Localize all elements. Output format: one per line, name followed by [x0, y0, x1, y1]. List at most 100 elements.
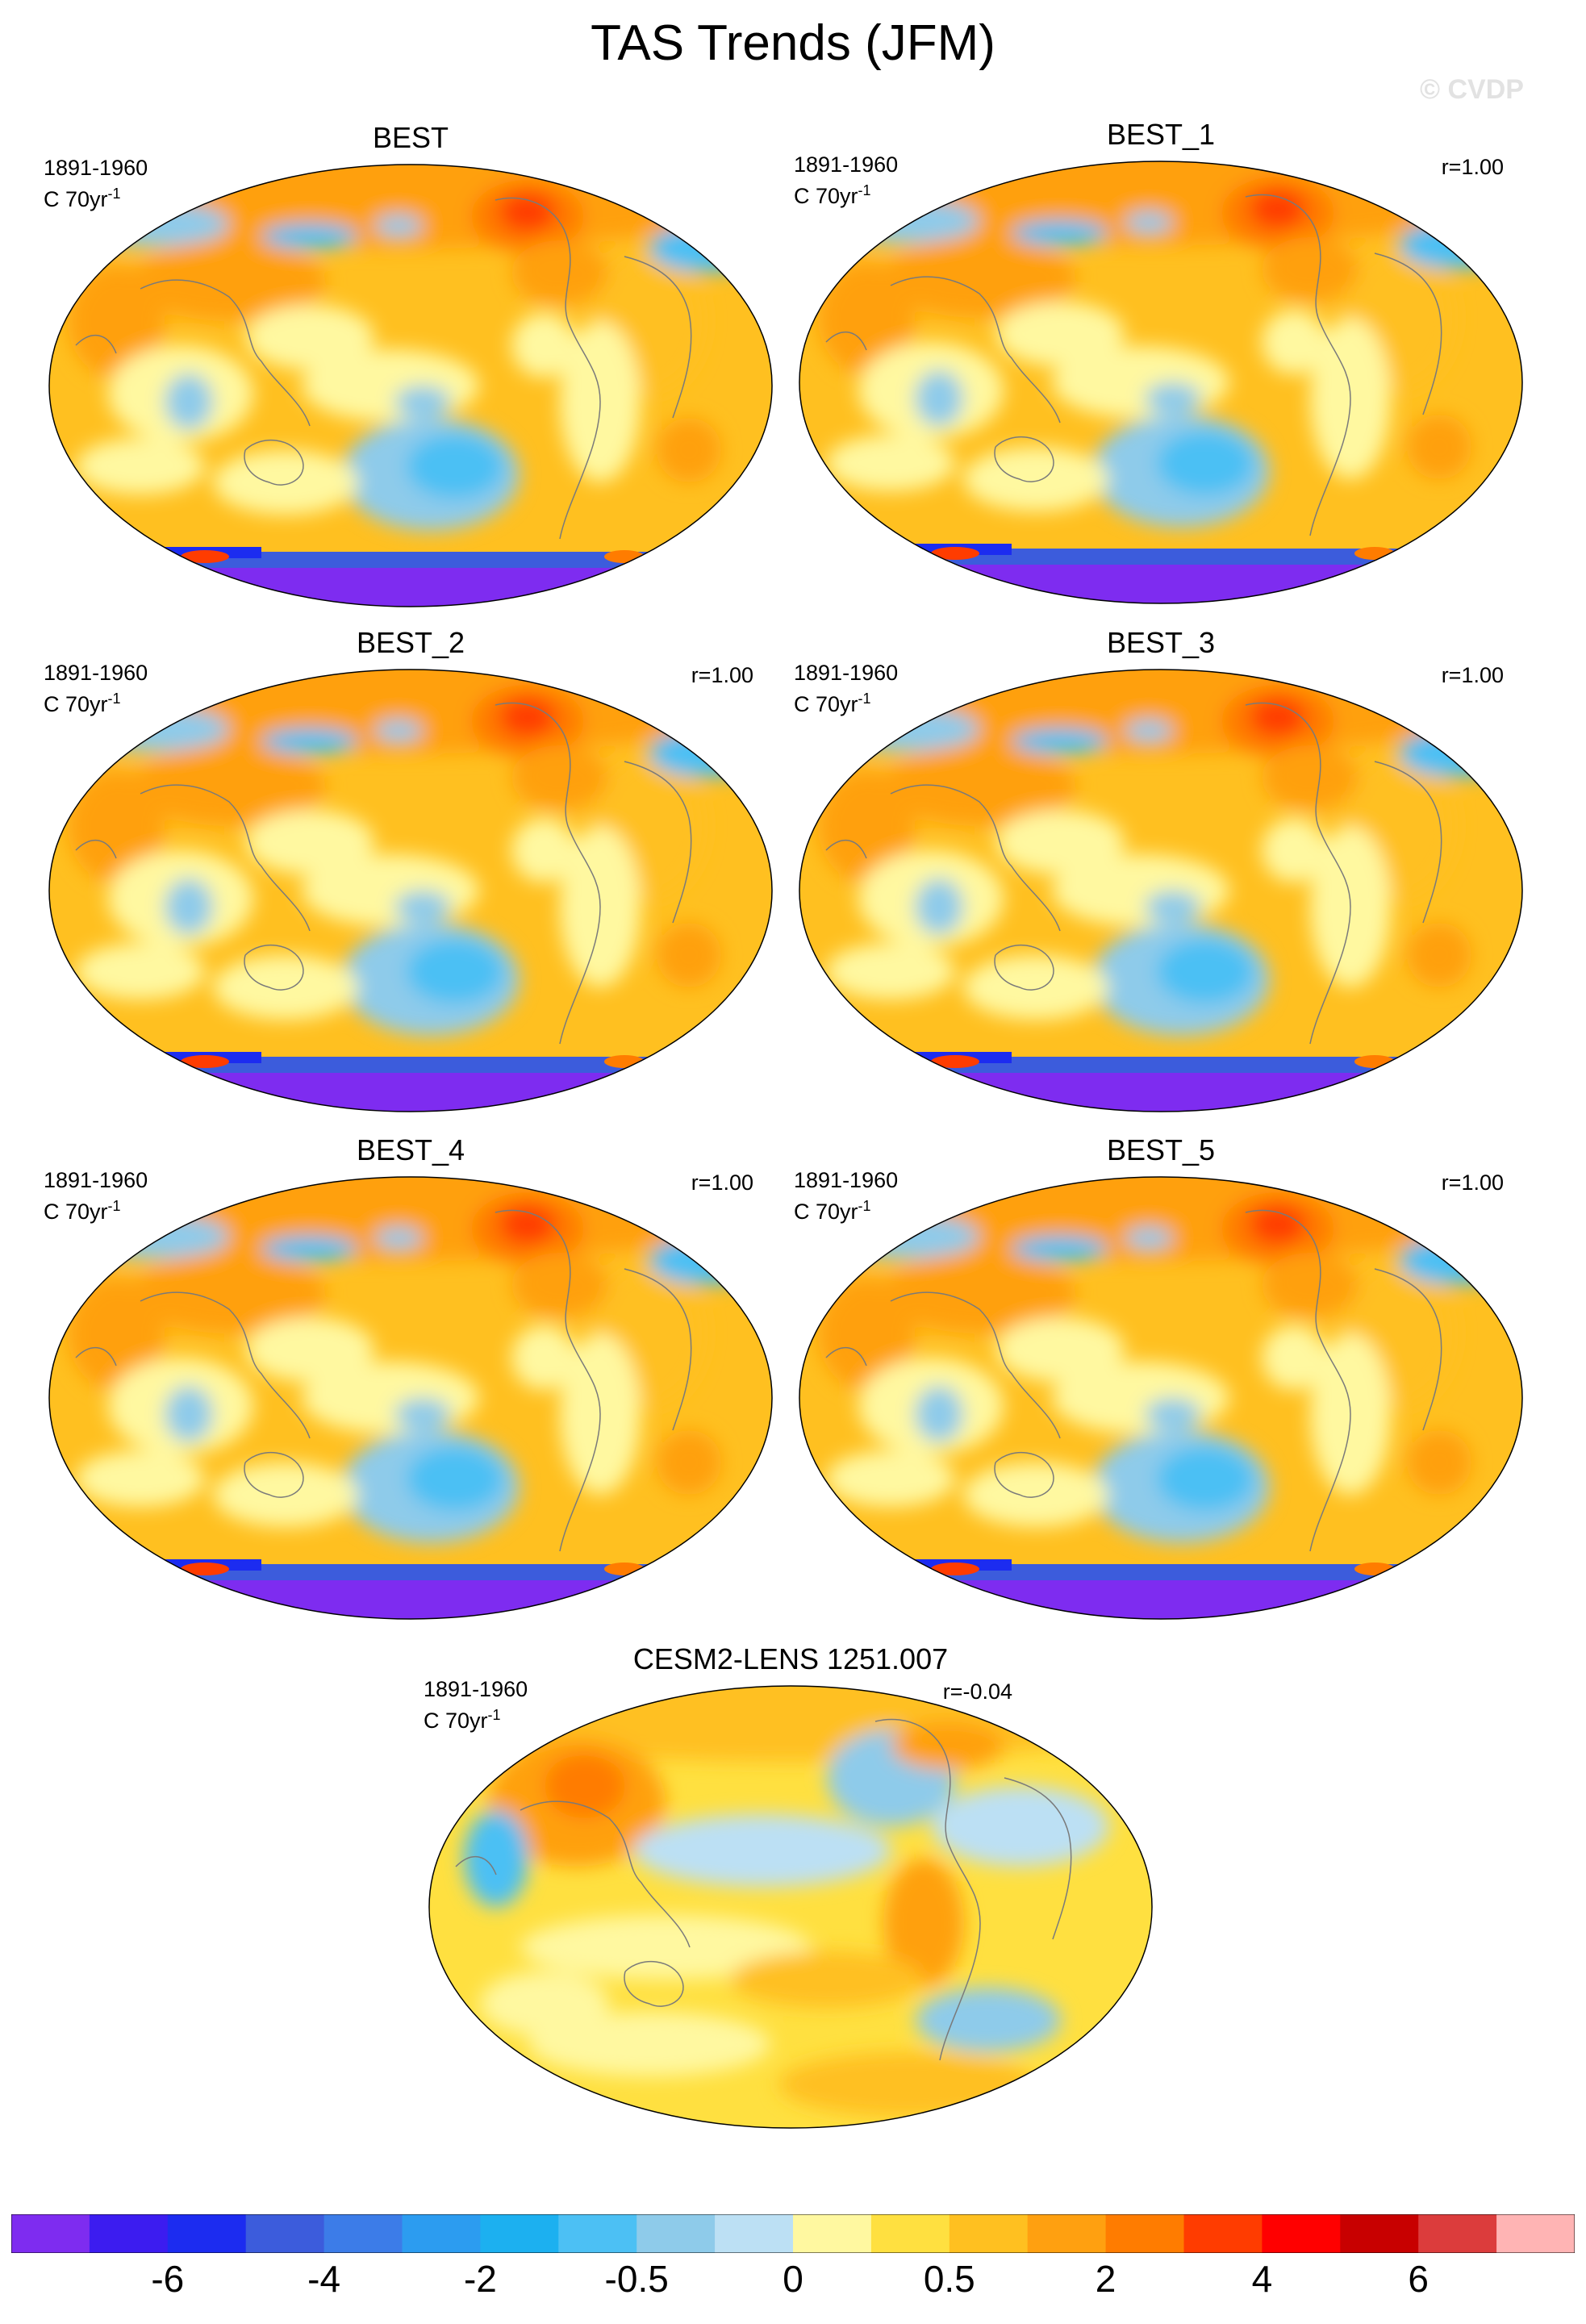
field-blob — [1262, 1325, 1326, 1390]
colorbar-tick-label: -0.5 — [604, 2258, 669, 2300]
antarctic-band — [49, 1052, 772, 1112]
field-blob — [1262, 745, 1359, 810]
period-years: 1891-1960 — [794, 661, 899, 685]
field-blob — [261, 223, 358, 249]
map-border — [799, 1176, 1523, 1620]
antarctic-blue — [799, 1564, 1522, 1580]
field-blob — [1157, 939, 1254, 1003]
field-blob — [394, 1398, 451, 1430]
coastline — [75, 839, 117, 859]
units-label: C 70yr-1 — [44, 686, 148, 717]
coastline — [140, 784, 311, 932]
trend-map-model — [428, 1685, 1153, 2129]
field-blob — [1262, 237, 1359, 302]
panel-best-2: BEST_2 1891-1960 C 70yr-1 r=1.00 — [44, 626, 778, 1112]
antarctic-red — [126, 1058, 155, 1074]
field-blob — [499, 192, 556, 232]
map-field — [49, 165, 772, 607]
panel-title: CESM2-LENS 1251.007 — [632, 1642, 949, 1675]
field-blob — [245, 1317, 374, 1382]
coastline — [140, 1291, 311, 1439]
coastline — [244, 944, 304, 991]
field-blob — [1125, 211, 1173, 234]
antarctic-blue — [49, 1057, 772, 1073]
panel-title: BEST_4 — [356, 1133, 465, 1166]
period-years: 1891-1960 — [424, 1677, 528, 1701]
coastline — [520, 1800, 691, 1948]
field-blob — [374, 215, 423, 237]
colorbar-swatch — [1496, 2214, 1575, 2253]
field-blob — [657, 418, 721, 482]
colorbar-swatch — [715, 2214, 794, 2253]
panel-title: BEST — [372, 121, 449, 154]
field-blob — [649, 224, 762, 273]
colorbar-swatch — [1418, 2214, 1497, 2253]
antarctic-purple — [799, 560, 1522, 603]
field-blob — [165, 373, 213, 430]
field-blob — [520, 1915, 811, 1980]
units-label: C 70yr-1 — [794, 1193, 898, 1225]
map-blobs — [429, 1686, 1152, 2117]
trend-map — [48, 1176, 773, 1620]
antarctic-band — [799, 1052, 1522, 1112]
colorbar-swatch — [949, 2214, 1029, 2253]
antarctic-band — [799, 1559, 1522, 1619]
field-blob — [1157, 431, 1254, 495]
field-blob — [499, 697, 556, 737]
map-border — [428, 1685, 1153, 2129]
field-blob — [84, 1214, 229, 1259]
field-blob — [1399, 729, 1512, 778]
antarctic-red — [126, 1566, 155, 1582]
coastline — [495, 1209, 601, 1552]
field-blob — [1399, 1237, 1512, 1285]
panel-period: 1891-1960 C 70yr-1 — [794, 1167, 898, 1225]
units-label: C 70yr-1 — [794, 177, 898, 209]
field-blob — [511, 818, 576, 882]
field-blob — [1012, 728, 1108, 754]
coastline — [1245, 1209, 1351, 1552]
antarctic-purple — [799, 1068, 1522, 1112]
coastline — [75, 1346, 117, 1366]
field-blob — [528, 2012, 770, 2076]
field-blob — [649, 1237, 762, 1285]
coastline — [1374, 761, 1442, 924]
field-blob — [480, 1971, 609, 2036]
coastlines — [75, 197, 692, 540]
units-text: C 70yr — [44, 1200, 108, 1224]
field-blob — [1407, 923, 1471, 987]
panel-best-4: BEST_4 1891-1960 C 70yr-1 r=1.00 — [44, 1133, 778, 1620]
map-border — [48, 669, 773, 1112]
map-field — [799, 670, 1522, 1112]
coastline — [455, 1855, 497, 1875]
antarctic-blue — [799, 549, 1522, 565]
map-field — [799, 1177, 1522, 1619]
panel-title: BEST_1 — [1106, 118, 1216, 151]
field-blob — [132, 240, 326, 321]
watermark: © CVDP — [1420, 74, 1524, 105]
field-blob — [1052, 854, 1229, 927]
coastline — [1374, 1268, 1442, 1431]
field-blob — [68, 770, 165, 882]
units-label: C 70yr-1 — [794, 686, 898, 717]
map-blobs — [49, 1177, 772, 1543]
colorbar-swatch — [870, 2214, 950, 2253]
colorbar-tick-label: 0 — [783, 2258, 803, 2300]
field-blob — [394, 891, 451, 923]
coastline — [244, 439, 304, 486]
colorbar-tick-label: -6 — [151, 2258, 185, 2300]
field-blob — [1407, 415, 1471, 479]
colorbar-swatch — [323, 2214, 403, 2253]
map-border — [48, 1176, 773, 1620]
antarctic-blue — [49, 552, 772, 568]
field-blob — [68, 265, 165, 378]
colorbar-swatch — [11, 2214, 90, 2253]
map-blobs — [799, 670, 1522, 1036]
field-blob — [995, 302, 1125, 366]
field-blob — [302, 1362, 479, 1434]
map-field — [799, 161, 1522, 603]
field-blob — [995, 1317, 1125, 1382]
trend-map — [48, 164, 773, 607]
units-label: C 70yr-1 — [44, 1193, 148, 1225]
coastline — [1004, 1777, 1072, 1940]
field-blob — [818, 261, 915, 374]
